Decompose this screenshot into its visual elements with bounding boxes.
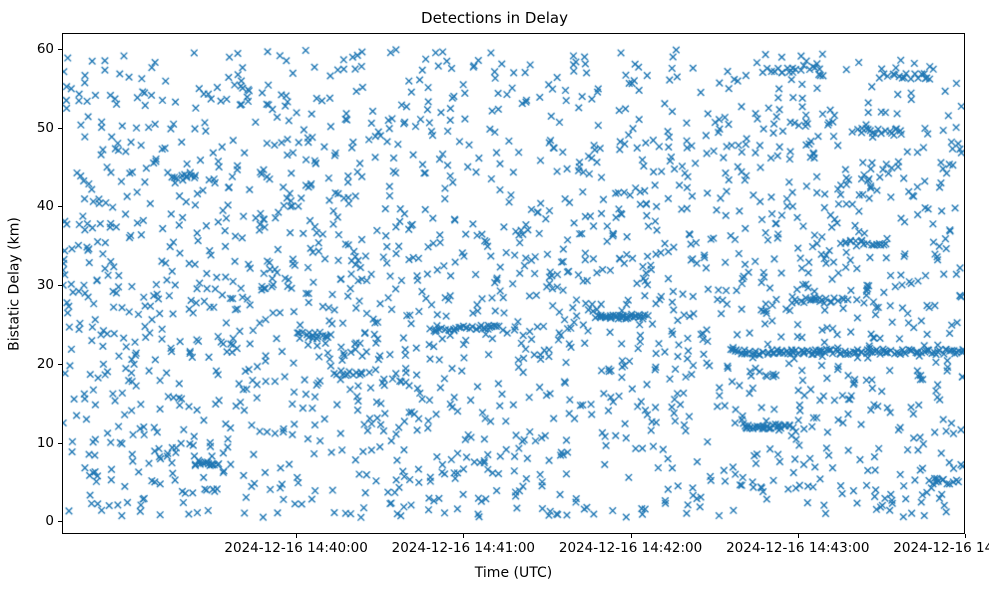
x-tick-label: 2024-12-16 14:40:00 — [224, 540, 368, 556]
plot-axes — [62, 33, 965, 534]
x-tick-mark — [797, 534, 799, 538]
x-tick-label: 2024-12-16 14:41:00 — [391, 540, 536, 556]
x-tick-mark — [630, 534, 632, 538]
x-tick-label: 2024-12-16 14:44:00 — [893, 540, 989, 556]
scatter-points-canvas — [63, 34, 964, 533]
x-tick-mark — [296, 534, 298, 538]
chart-title: Detections in Delay — [421, 9, 568, 27]
x-tick-mark — [965, 534, 967, 538]
x-tick-label: 2024-12-16 14:42:00 — [558, 540, 703, 556]
x-tick-mark — [463, 534, 465, 538]
y-axis-label: Bistatic Delay (km) — [6, 217, 23, 351]
x-axis-label: Time (UTC) — [474, 565, 553, 581]
x-tick-label: 2024-12-16 14:43:00 — [726, 540, 870, 556]
